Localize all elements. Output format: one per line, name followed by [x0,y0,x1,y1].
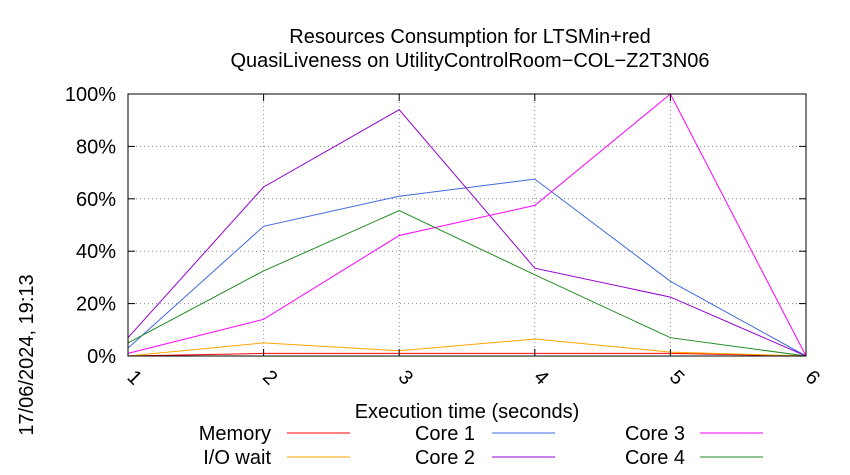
y-tick-label: 40% [76,241,116,263]
y-tick-label: 20% [76,294,116,316]
x-axis-ticks: 1 2 3 4 5 6 [123,94,824,389]
legend-label-core-2: Core 2 [415,447,475,469]
x-tick-label: 2 [258,366,281,389]
legend-label-core-3: Core 3 [625,423,685,445]
y-tick-label: 100% [65,84,116,106]
y-tick-label: 60% [76,189,116,211]
y-tick-label: 0% [87,346,116,368]
chart-title-line-1: Resources Consumption for LTSMin+red [289,26,650,48]
chart-title: Resources Consumption for LTSMin+red Qua… [230,26,709,72]
x-tick-label: 4 [529,366,552,389]
legend-label-core-4: Core 4 [625,447,685,469]
y-axis-ticks: 0% 20% 40% 60% 80% 100% [65,84,806,368]
series-lines [128,94,806,356]
timestamp-label: 17/06/2024, 19:13 [16,274,38,435]
x-tick-label: 6 [801,366,824,389]
y-tick-label: 80% [76,136,116,158]
legend-label-i-o-wait: I/O wait [203,447,271,469]
chart-title-line-2: QuasiLiveness on UtilityControlRoom−COL−… [230,50,709,72]
series-line-core-1 [128,179,806,356]
legend-label-core-1: Core 1 [415,423,475,445]
x-tick-label: 5 [665,366,688,389]
series-line-core-4 [128,211,806,356]
x-tick-label: 1 [123,366,146,389]
x-tick-label: 3 [394,366,417,389]
legend-label-memory: Memory [199,423,271,445]
x-axis-label: Execution time (seconds) [355,401,580,423]
